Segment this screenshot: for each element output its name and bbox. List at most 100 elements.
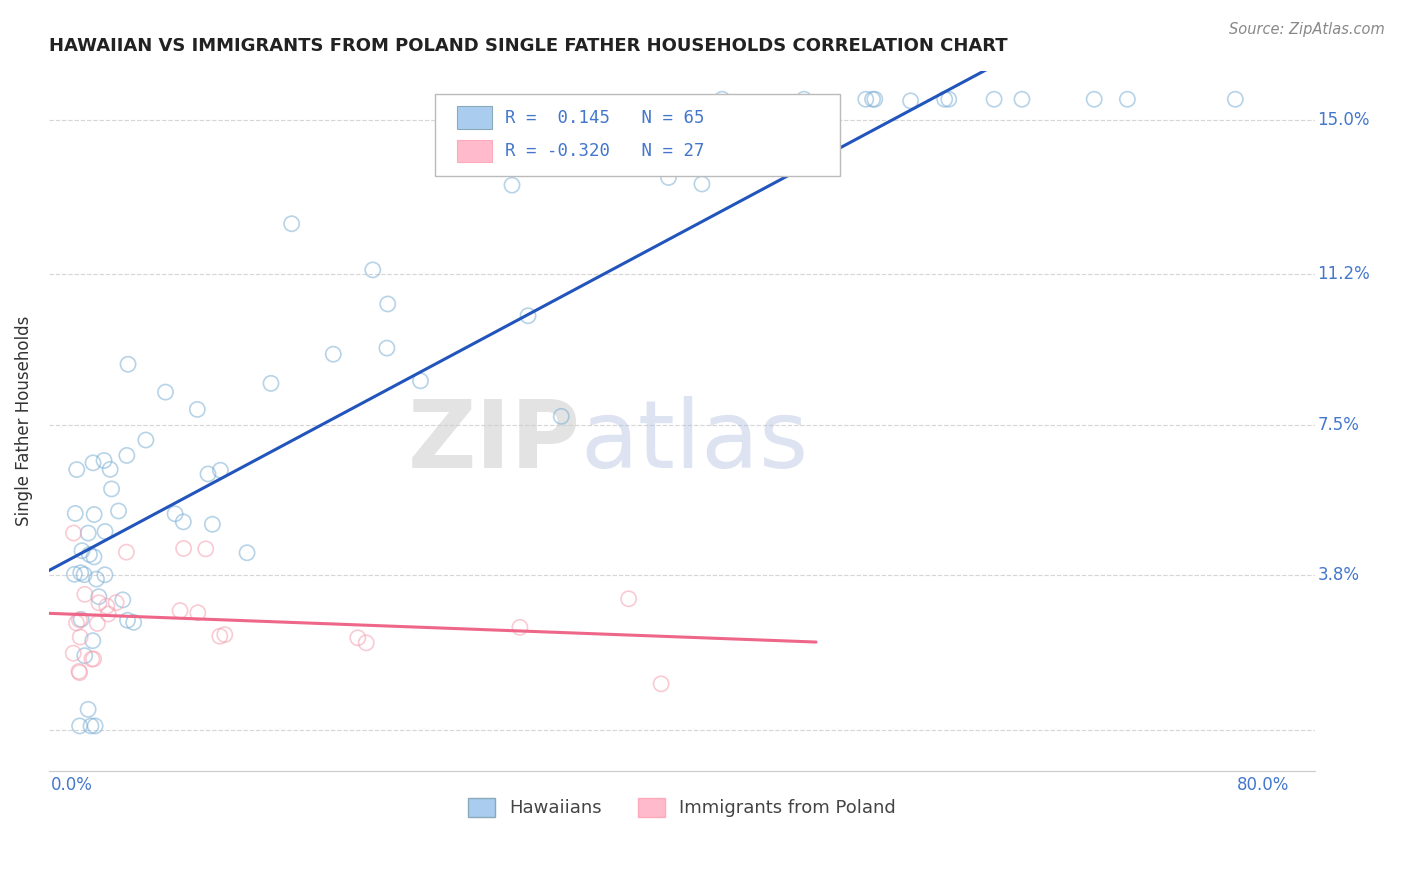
Point <box>1225 92 1247 106</box>
Point <box>67 665 90 679</box>
Point <box>67 613 90 627</box>
Point <box>346 631 368 645</box>
Point <box>79 548 101 562</box>
Point <box>80 652 103 666</box>
Point <box>80 719 103 733</box>
Bar <box>457 106 492 128</box>
Point <box>98 462 121 476</box>
Point <box>77 702 100 716</box>
FancyBboxPatch shape <box>434 94 841 176</box>
Point <box>690 177 713 191</box>
Point <box>197 467 219 481</box>
Point <box>62 526 84 541</box>
Point <box>65 507 87 521</box>
Point <box>63 567 86 582</box>
Point <box>73 648 96 663</box>
Point <box>209 463 232 477</box>
Point <box>94 567 117 582</box>
Point <box>65 615 87 630</box>
Point <box>194 541 217 556</box>
Point <box>82 633 104 648</box>
Point <box>354 636 377 650</box>
Point <box>322 347 344 361</box>
Point <box>260 376 283 391</box>
Point <box>77 526 100 541</box>
Point <box>84 719 107 733</box>
Point <box>1083 92 1105 106</box>
Point <box>107 504 129 518</box>
Point <box>650 677 672 691</box>
Bar <box>457 140 492 162</box>
Point <box>97 607 120 621</box>
Point <box>70 543 93 558</box>
Text: 15.0%: 15.0% <box>1317 111 1369 128</box>
Point <box>361 263 384 277</box>
Point <box>69 719 91 733</box>
Point <box>83 652 105 666</box>
Point <box>82 456 104 470</box>
Point <box>173 541 195 556</box>
Point <box>100 482 122 496</box>
Point <box>117 357 139 371</box>
Point <box>501 178 523 193</box>
Point <box>86 572 108 586</box>
Point <box>375 341 398 355</box>
Point <box>62 646 84 660</box>
Point <box>87 590 110 604</box>
Point <box>69 566 91 580</box>
Point <box>934 92 956 106</box>
Point <box>111 592 134 607</box>
Point <box>550 409 572 424</box>
Point <box>172 515 194 529</box>
Point <box>208 629 231 643</box>
Point <box>214 627 236 641</box>
Text: atlas: atlas <box>581 396 808 488</box>
Point <box>105 596 128 610</box>
Point <box>117 613 139 627</box>
Point <box>900 94 922 108</box>
Point <box>1116 92 1139 106</box>
Point <box>617 591 640 606</box>
Legend: Hawaiians, Immigrants from Poland: Hawaiians, Immigrants from Poland <box>461 791 904 825</box>
Point <box>280 217 302 231</box>
Point <box>509 620 531 634</box>
Point <box>187 606 209 620</box>
Text: 11.2%: 11.2% <box>1317 265 1371 284</box>
Point <box>169 604 191 618</box>
Point <box>86 616 108 631</box>
Text: 3.8%: 3.8% <box>1317 566 1360 584</box>
Point <box>938 92 960 106</box>
Text: R =  0.145   N = 65: R = 0.145 N = 65 <box>505 109 704 127</box>
Point <box>201 517 224 532</box>
Point <box>186 402 208 417</box>
Point <box>855 92 877 106</box>
Y-axis label: Single Father Households: Single Father Households <box>15 316 32 526</box>
Point <box>983 92 1005 106</box>
Text: R = -0.320   N = 27: R = -0.320 N = 27 <box>505 142 704 161</box>
Point <box>87 596 110 610</box>
Point <box>96 599 118 614</box>
Point <box>863 92 886 106</box>
Point <box>73 567 96 582</box>
Point <box>94 524 117 539</box>
Point <box>69 630 91 644</box>
Point <box>66 462 89 476</box>
Point <box>165 507 187 521</box>
Point <box>83 508 105 522</box>
Point <box>409 374 432 388</box>
Point <box>73 587 96 601</box>
Point <box>115 545 138 559</box>
Point <box>517 309 540 323</box>
Point <box>93 453 115 467</box>
Point <box>69 665 91 680</box>
Point <box>236 546 259 560</box>
Point <box>83 549 105 564</box>
Point <box>115 449 138 463</box>
Point <box>1011 92 1033 106</box>
Point <box>155 385 177 400</box>
Point <box>377 297 399 311</box>
Text: ZIP: ZIP <box>408 396 581 488</box>
Text: Source: ZipAtlas.com: Source: ZipAtlas.com <box>1229 22 1385 37</box>
Point <box>711 92 734 106</box>
Text: HAWAIIAN VS IMMIGRANTS FROM POLAND SINGLE FATHER HOUSEHOLDS CORRELATION CHART: HAWAIIAN VS IMMIGRANTS FROM POLAND SINGL… <box>49 37 1008 55</box>
